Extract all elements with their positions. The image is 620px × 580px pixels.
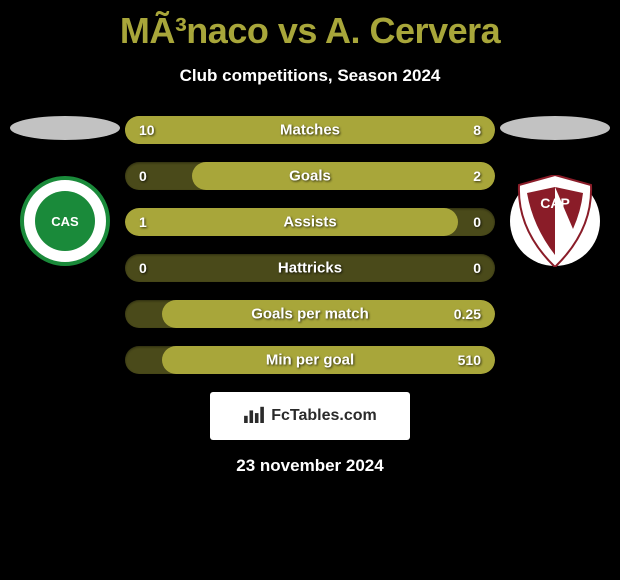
- stat-fill-right: [162, 300, 495, 328]
- page-subtitle: Club competitions, Season 2024: [0, 66, 620, 86]
- shield-icon: CAP: [515, 175, 595, 267]
- stat-bar: Goals per match0.25: [125, 300, 495, 328]
- team-left-shadow: [10, 116, 120, 140]
- svg-text:CAP: CAP: [540, 195, 570, 211]
- stat-right-value: 0: [473, 260, 481, 276]
- team-right-logo: CAP: [510, 176, 600, 266]
- stat-bar: 10Matches8: [125, 116, 495, 144]
- stat-bar: 0Hattricks0: [125, 254, 495, 282]
- stat-label: Hattricks: [125, 260, 495, 277]
- team-left-column: CAS: [5, 116, 125, 266]
- brand-badge: FcTables.com: [210, 392, 410, 440]
- team-left-logo: CAS: [20, 176, 110, 266]
- stats-column: 10Matches80Goals21Assists00Hattricks0Goa…: [125, 116, 495, 374]
- page-title: MÃ³naco vs A. Cervera: [0, 0, 620, 52]
- stat-right-value: 0: [473, 214, 481, 230]
- stat-left-value: 0: [139, 260, 147, 276]
- comparison-row: CAS 10Matches80Goals21Assists00Hattricks…: [0, 116, 620, 374]
- stat-fill-right: [162, 346, 495, 374]
- stat-fill-right: [192, 162, 495, 190]
- footer-date: 23 november 2024: [0, 456, 620, 476]
- team-right-column: CAP: [495, 116, 615, 266]
- stat-fill-left: [125, 208, 458, 236]
- team-left-logo-text: CAS: [35, 191, 95, 251]
- brand-text: FcTables.com: [271, 407, 377, 425]
- stat-left-value: 0: [139, 168, 147, 184]
- stat-fill-left: [125, 116, 331, 144]
- stat-bar: 1Assists0: [125, 208, 495, 236]
- stat-bar: Min per goal510: [125, 346, 495, 374]
- stat-bar: 0Goals2: [125, 162, 495, 190]
- team-right-shadow: [500, 116, 610, 140]
- chart-bars-icon: [243, 405, 265, 428]
